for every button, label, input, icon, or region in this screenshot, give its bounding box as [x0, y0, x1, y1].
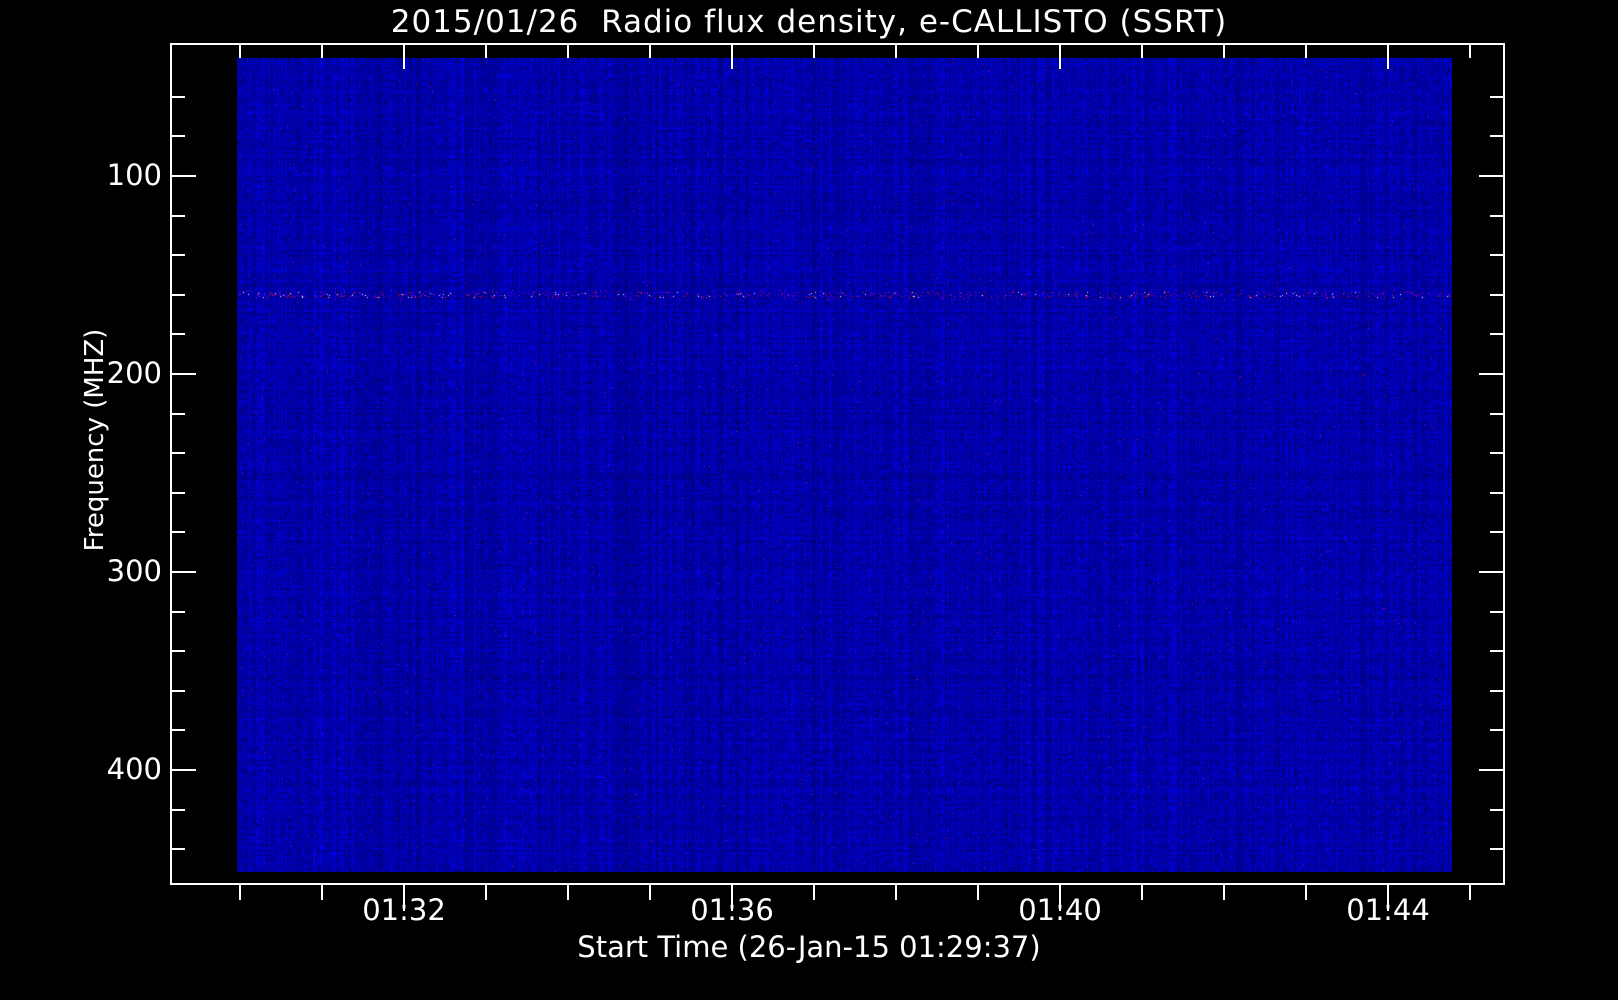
y-tick-440: [170, 848, 185, 850]
y-tick-160: [170, 294, 185, 296]
x-tick-top-95: [649, 43, 651, 58]
x-tick-top-94: [567, 43, 569, 58]
x-tick-top-98: [895, 43, 897, 58]
y-tick-right-320: [1490, 611, 1505, 613]
y-tick-right-420: [1490, 809, 1505, 811]
x-tick-label-01-32: 01:32: [324, 896, 484, 925]
y-tick-right-140: [1490, 254, 1505, 256]
x-tick-top-93: [485, 43, 487, 58]
x-tick-95: [649, 885, 651, 900]
y-tick-400: [170, 769, 196, 771]
y-tick-right-120: [1490, 215, 1505, 217]
x-tick-102: [1223, 885, 1225, 900]
x-tick-label-01-40: 01:40: [980, 896, 1140, 925]
x-tick-label-01-36: 01:36: [652, 896, 812, 925]
y-tick-label-200: 200: [107, 359, 162, 388]
y-axis-title: Frequency (MHZ): [80, 290, 110, 590]
x-tick-top-105: [1469, 43, 1471, 58]
y-tick-right-80: [1490, 135, 1505, 137]
x-tick-top-102: [1223, 43, 1225, 58]
y-tick-240: [170, 452, 185, 454]
x-tick-99: [977, 885, 979, 900]
y-tick-right-100: [1479, 175, 1505, 177]
chart-title: 2015/01/26 Radio flux density, e-CALLIST…: [0, 2, 1618, 42]
spectrogram-image: [237, 58, 1452, 872]
y-tick-300: [170, 571, 196, 573]
x-tick-90: [239, 885, 241, 900]
y-tick-80: [170, 135, 185, 137]
x-tick-105: [1469, 885, 1471, 900]
y-tick-360: [170, 690, 185, 692]
x-tick-98: [895, 885, 897, 900]
x-tick-top-99: [977, 43, 979, 58]
y-tick-right-440: [1490, 848, 1505, 850]
y-tick-140: [170, 254, 185, 256]
x-tick-103: [1305, 885, 1307, 900]
y-tick-right-240: [1490, 452, 1505, 454]
y-tick-220: [170, 413, 185, 415]
y-tick-right-340: [1490, 650, 1505, 652]
y-tick-420: [170, 809, 185, 811]
y-tick-label-400: 400: [107, 755, 162, 784]
y-tick-340: [170, 650, 185, 652]
x-tick-101: [1141, 885, 1143, 900]
x-tick-top-97: [813, 43, 815, 58]
y-tick-right-380: [1490, 729, 1505, 731]
x-tick-top-101: [1141, 43, 1143, 58]
y-tick-right-400: [1479, 769, 1505, 771]
y-tick-right-220: [1490, 413, 1505, 415]
x-tick-top-100: [1059, 43, 1061, 69]
y-tick-right-360: [1490, 690, 1505, 692]
y-tick-right-200: [1479, 373, 1505, 375]
y-tick-320: [170, 611, 185, 613]
x-tick-top-103: [1305, 43, 1307, 58]
y-tick-120: [170, 215, 185, 217]
y-tick-right-60: [1490, 96, 1505, 98]
x-tick-93: [485, 885, 487, 900]
y-tick-right-300: [1479, 571, 1505, 573]
y-tick-label-300: 300: [107, 557, 162, 586]
y-tick-100: [170, 175, 196, 177]
x-tick-top-90: [239, 43, 241, 58]
x-tick-top-92: [403, 43, 405, 69]
x-axis-title: Start Time (26-Jan-15 01:29:37): [0, 930, 1618, 964]
y-tick-right-180: [1490, 333, 1505, 335]
y-tick-right-260: [1490, 492, 1505, 494]
x-tick-label-01-44: 01:44: [1308, 896, 1468, 925]
x-tick-94: [567, 885, 569, 900]
x-tick-top-96: [731, 43, 733, 69]
y-tick-right-160: [1490, 294, 1505, 296]
y-tick-200: [170, 373, 196, 375]
y-tick-label-100: 100: [107, 161, 162, 190]
x-tick-top-104: [1387, 43, 1389, 69]
y-tick-180: [170, 333, 185, 335]
y-tick-380: [170, 729, 185, 731]
x-tick-97: [813, 885, 815, 900]
y-tick-60: [170, 96, 185, 98]
spectrogram-figure: 2015/01/26 Radio flux density, e-CALLIST…: [0, 0, 1618, 1000]
y-tick-280: [170, 531, 185, 533]
x-tick-top-91: [321, 43, 323, 58]
y-tick-260: [170, 492, 185, 494]
x-tick-91: [321, 885, 323, 900]
y-tick-right-280: [1490, 531, 1505, 533]
